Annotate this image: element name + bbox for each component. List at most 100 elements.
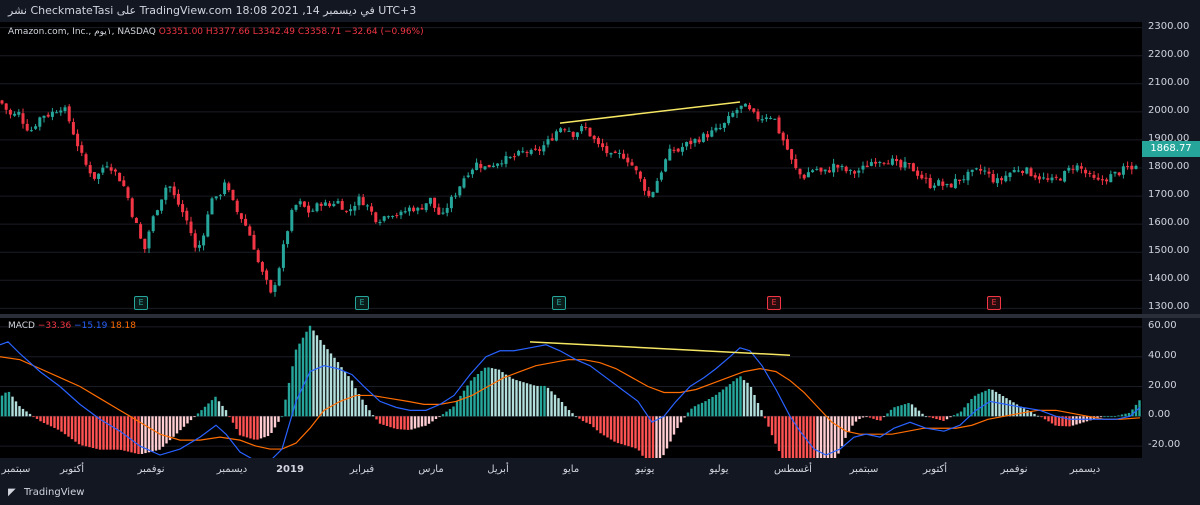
brand-name[interactable]: TradingView [24, 487, 85, 498]
candle-body [55, 112, 59, 114]
candle-body [630, 162, 634, 166]
macd-histogram-bar [1089, 416, 1092, 421]
candle-body [101, 167, 105, 173]
macd-histogram-bar [343, 371, 347, 417]
macd-histogram-bar [336, 362, 340, 417]
macd-histogram-bar [515, 380, 518, 417]
candle-body [735, 110, 739, 114]
candle-body [932, 185, 936, 188]
macd-histogram-bar [266, 416, 270, 437]
candle-body [1075, 165, 1079, 171]
candle-body [29, 130, 33, 132]
macd-histogram-bar [858, 416, 861, 420]
earnings-badge[interactable]: E [767, 296, 781, 310]
candle-body [542, 145, 546, 152]
candle-body [533, 148, 537, 150]
time-axis[interactable]: سبتمبر أكتوبر نوفمبر ديسمبر 2019 فبراير مارس أب… [0, 458, 1200, 480]
candle-body [151, 216, 155, 232]
candle-body [966, 171, 970, 181]
macd-tick-label: -20.00 [1148, 439, 1181, 451]
macd-histogram-bar [606, 416, 609, 438]
macd-histogram-bar [924, 416, 928, 418]
pane-separator[interactable] [0, 314, 1200, 318]
macd-histogram-bar [84, 416, 88, 447]
symbol-label[interactable]: Amazon.com, Inc., ١يوم, NASDAQ [8, 27, 156, 37]
macd-histogram-bar [1019, 406, 1022, 417]
candle-body [802, 174, 806, 179]
candle-body [567, 130, 571, 132]
price-pane[interactable] [0, 22, 1142, 314]
candle-body [210, 198, 214, 215]
earnings-badge[interactable]: E [134, 296, 148, 310]
macd-histogram-bar [193, 416, 196, 418]
candle-body [617, 152, 621, 154]
macd-title[interactable]: MACD [8, 321, 35, 331]
macd-histogram-bar [763, 416, 767, 419]
candle-body [756, 111, 760, 120]
candle-body [1046, 178, 1050, 180]
price-tick-label: 2200.00 [1148, 48, 1190, 60]
macd-tick-label: 60.00 [1148, 319, 1177, 331]
candle-body [155, 210, 159, 216]
macd-histogram-bar [245, 416, 249, 438]
candle-body [391, 215, 395, 217]
macd-histogram-bar [704, 401, 707, 417]
candle-body [273, 285, 277, 292]
price-axis[interactable]: 2300.00 2200.00 2100.00 2000.00 1900.00 1800.… [1142, 21, 1200, 314]
macd-histogram-bar [427, 416, 431, 424]
earnings-badge[interactable]: E [552, 296, 566, 310]
candle-body [458, 186, 462, 196]
macd-pane[interactable] [0, 318, 1142, 458]
tradingview-logo-icon[interactable]: ◤ [8, 487, 16, 498]
macd-histogram-bar [158, 416, 161, 450]
candle-body [840, 166, 844, 168]
earnings-badge[interactable]: E [355, 296, 369, 310]
candle-body [118, 172, 122, 182]
candle-body [1121, 166, 1125, 175]
macd-histogram-bar [1106, 416, 1110, 418]
candle-body [302, 201, 306, 207]
candle-body [638, 171, 642, 179]
macd-histogram-bar [56, 416, 60, 430]
candle-body [769, 117, 773, 119]
candle-body [424, 203, 428, 211]
candle-body [974, 168, 978, 170]
time-tick-label: نوفمبر [137, 464, 165, 475]
candle-body [848, 169, 852, 171]
time-tick-label: سبتمبر [1, 464, 31, 475]
macd-histogram-bar [578, 416, 581, 419]
macd-chart[interactable] [0, 318, 1142, 458]
macd-histogram-bar [651, 416, 655, 458]
macd-histogram-bar [679, 416, 683, 423]
macd-histogram-bar [504, 374, 508, 417]
macd-histogram-bar [469, 380, 473, 417]
candle-body [319, 203, 323, 206]
candle-body [92, 172, 96, 179]
candle-body [991, 174, 995, 183]
macd-histogram-bar [179, 416, 182, 431]
candle-body [223, 182, 227, 195]
macd-tick-label: 40.00 [1148, 349, 1177, 361]
macd-histogram-bar [224, 410, 228, 417]
candle-body [1117, 172, 1121, 176]
macd-histogram-bar [392, 416, 396, 429]
candle-body [739, 105, 743, 109]
candle-body [575, 132, 579, 137]
macd-histogram-bar [154, 416, 158, 451]
macd-histogram-bar [368, 410, 371, 417]
candle-body [546, 139, 550, 145]
macd-histogram-bar [536, 385, 539, 417]
macd-histogram-bar [721, 389, 725, 417]
earnings-badge[interactable]: E [987, 296, 1001, 310]
price-chart[interactable] [0, 22, 1142, 314]
candle-body [1008, 172, 1012, 178]
candle-body [521, 151, 525, 153]
macd-histogram-bar [480, 370, 483, 417]
candle-body [281, 244, 285, 268]
candle-body [143, 238, 147, 250]
candle-body [773, 118, 777, 120]
candle-body [399, 211, 403, 216]
macd-histogram-bar [357, 394, 361, 417]
candle-body [601, 143, 605, 148]
macd-axis[interactable]: 60.00 40.00 20.00 0.00 -20.00 [1142, 318, 1200, 458]
